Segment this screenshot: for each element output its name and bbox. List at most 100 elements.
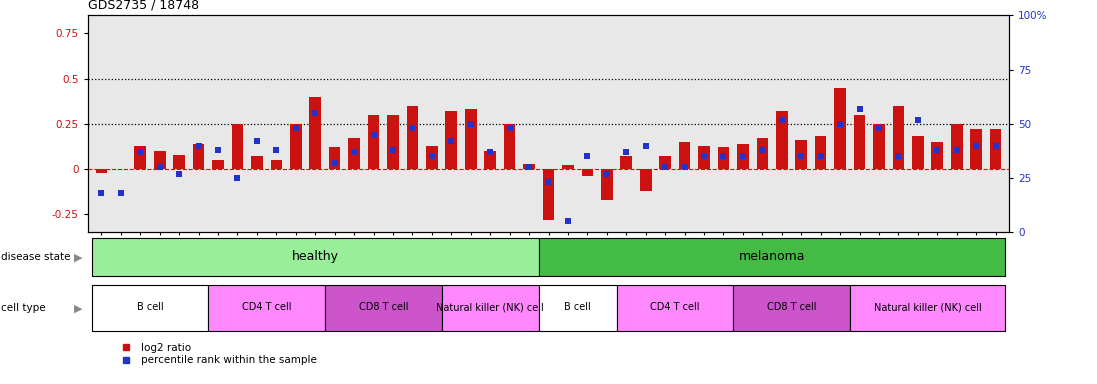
Point [268, 147, 285, 153]
Point [792, 153, 810, 159]
Bar [523, 164, 535, 169]
Bar [815, 136, 826, 169]
Point [404, 125, 421, 131]
Point [228, 175, 246, 181]
Point [870, 125, 887, 131]
Bar [698, 146, 710, 169]
Text: melanoma: melanoma [738, 250, 805, 263]
Bar [539, 238, 1005, 276]
Point [598, 170, 615, 177]
Bar [95, 169, 108, 173]
Point [306, 110, 324, 116]
Point [578, 153, 596, 159]
Point [754, 147, 771, 153]
Point [287, 125, 305, 131]
Text: CD4 T cell: CD4 T cell [651, 302, 700, 312]
Text: CD8 T cell: CD8 T cell [767, 302, 816, 312]
Bar [543, 169, 554, 220]
Bar [757, 138, 768, 169]
Bar [387, 115, 399, 169]
Text: ▶: ▶ [73, 252, 82, 262]
Point [151, 164, 169, 170]
Bar [776, 111, 788, 169]
Point [618, 149, 635, 155]
Point [248, 138, 265, 144]
Point [637, 142, 655, 149]
Bar [640, 169, 652, 191]
Point [365, 132, 383, 138]
Text: disease state: disease state [1, 252, 70, 262]
Bar [309, 97, 321, 169]
Text: cell type: cell type [1, 303, 46, 313]
Bar [251, 156, 262, 169]
Bar [325, 285, 442, 331]
Point [520, 164, 538, 170]
Bar [231, 124, 244, 169]
Bar [539, 285, 617, 331]
Bar [173, 155, 185, 169]
Bar [971, 129, 982, 169]
Point [734, 153, 751, 159]
Text: CD8 T cell: CD8 T cell [359, 302, 408, 312]
Point [928, 147, 946, 153]
Bar [850, 285, 1005, 331]
Bar [193, 144, 204, 169]
Point [326, 160, 343, 166]
Bar [465, 109, 476, 169]
Text: Natural killer (NK) cell: Natural killer (NK) cell [873, 302, 982, 312]
Bar [562, 166, 574, 169]
Bar [912, 136, 924, 169]
Bar [893, 106, 904, 169]
Bar [485, 151, 496, 169]
Point [462, 121, 479, 127]
Bar [679, 142, 690, 169]
Bar [208, 285, 325, 331]
Point [656, 164, 674, 170]
Point [851, 106, 869, 112]
Bar [426, 146, 438, 169]
Point [773, 116, 791, 122]
Bar [659, 156, 671, 169]
Point [442, 138, 460, 144]
Text: GDS2735 / 18748: GDS2735 / 18748 [88, 0, 199, 12]
Bar [92, 238, 539, 276]
Bar [835, 88, 846, 169]
Text: ▶: ▶ [73, 303, 82, 313]
Bar [795, 140, 807, 169]
Text: B cell: B cell [137, 302, 163, 312]
Point [482, 149, 499, 155]
Bar [989, 129, 1002, 169]
Point [423, 153, 441, 159]
Bar [135, 146, 146, 169]
Bar [717, 147, 730, 169]
Bar [271, 160, 282, 169]
Bar [329, 147, 340, 169]
Bar [621, 156, 632, 169]
Point [92, 190, 110, 196]
Point [812, 153, 829, 159]
Bar [92, 285, 208, 331]
Text: B cell: B cell [564, 302, 591, 312]
Point [112, 190, 129, 196]
Point [832, 121, 849, 127]
Point [909, 116, 927, 122]
Point [210, 147, 227, 153]
Bar [617, 285, 733, 331]
Point [890, 153, 907, 159]
Point [695, 153, 713, 159]
Bar [931, 142, 943, 169]
Bar [601, 169, 612, 200]
Bar [442, 285, 539, 331]
Bar [581, 169, 593, 176]
Bar [212, 160, 224, 169]
Point [384, 147, 402, 153]
Bar [154, 151, 166, 169]
Bar [733, 285, 850, 331]
Point [987, 142, 1005, 149]
Point [714, 153, 732, 159]
Bar [853, 115, 866, 169]
Bar [951, 124, 962, 169]
Point [501, 125, 519, 131]
Bar [367, 115, 380, 169]
Text: healthy: healthy [292, 250, 339, 263]
